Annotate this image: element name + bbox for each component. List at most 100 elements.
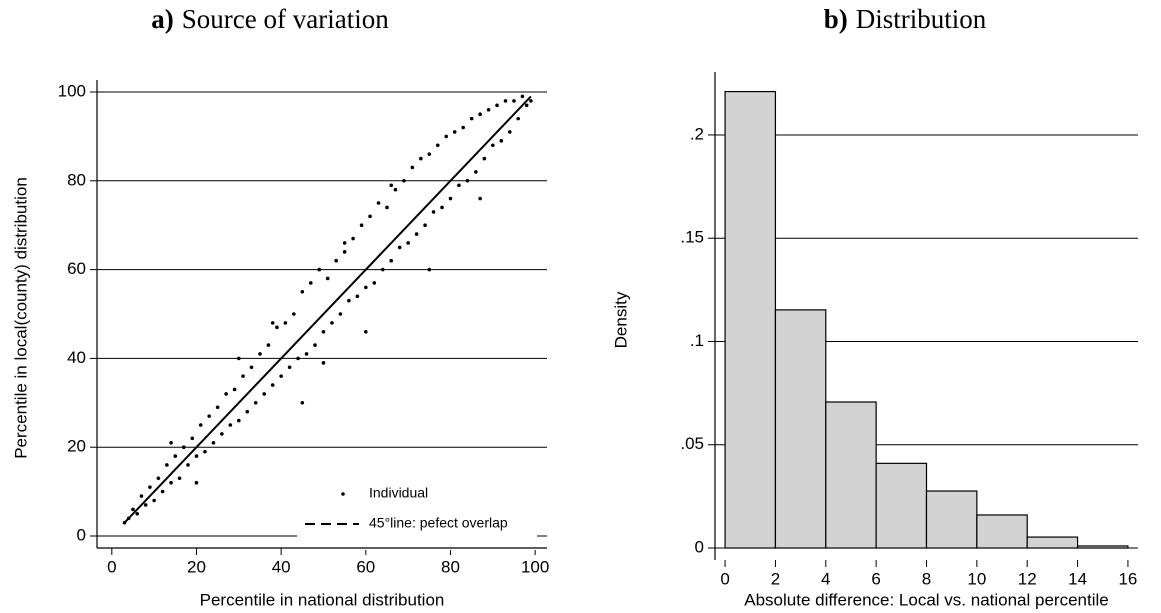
scatter-point xyxy=(156,476,161,481)
scatter-point xyxy=(376,201,381,205)
panel-title: b) Distribution xyxy=(824,4,987,34)
scatter-point xyxy=(414,232,419,236)
scatter-point xyxy=(237,356,241,361)
scatter-point xyxy=(300,290,305,294)
scatter-point xyxy=(444,134,449,139)
legend-label: Individual xyxy=(369,485,428,501)
scatter-point xyxy=(283,321,288,325)
scatter-point xyxy=(177,476,182,481)
scatter-point xyxy=(186,463,190,467)
histogram-bar xyxy=(774,309,827,549)
panel-label: b) xyxy=(824,4,848,34)
scatter-point xyxy=(211,440,216,445)
scatter-point xyxy=(385,205,389,210)
scatter-point xyxy=(474,170,478,174)
scatter-point xyxy=(237,418,241,423)
scatter-point xyxy=(334,258,338,263)
x-tick-label: 6 xyxy=(871,569,880,588)
scatter-point xyxy=(524,103,529,108)
scatter-point xyxy=(347,298,351,303)
histogram-bar xyxy=(1026,536,1079,549)
scatter-point xyxy=(148,485,152,489)
scatter-point xyxy=(198,423,203,427)
y-tick-label: 60 xyxy=(67,259,86,278)
scatter-point xyxy=(512,99,516,103)
scatter-point xyxy=(389,183,394,188)
scatter-point xyxy=(402,178,406,183)
histogram-bar xyxy=(724,90,777,549)
scatter-point xyxy=(435,143,440,148)
x-tick-label: 0 xyxy=(107,557,116,576)
histogram-bar xyxy=(925,490,978,549)
scatter-point xyxy=(139,494,144,498)
scatter-point xyxy=(364,285,368,290)
scatter-point xyxy=(482,156,487,161)
scatter-point xyxy=(364,329,368,334)
scatter-point xyxy=(203,449,207,454)
scatter-point xyxy=(313,343,317,347)
histogram-bar xyxy=(1076,545,1129,549)
scatter-point xyxy=(448,196,453,201)
scatter-point xyxy=(300,401,305,405)
scatter-point xyxy=(486,107,491,112)
scatter-point xyxy=(427,267,432,272)
scatter-point xyxy=(190,436,195,441)
scatter-point xyxy=(469,116,474,121)
reference-line xyxy=(123,95,532,524)
scatter-point xyxy=(397,245,402,250)
scatter-point xyxy=(520,94,525,99)
title-text: Source of variation xyxy=(182,4,389,34)
scatter-point xyxy=(342,250,347,254)
scatter-point xyxy=(308,281,313,285)
y-tick-label: .15 xyxy=(680,228,704,247)
scatter-point xyxy=(215,405,220,410)
scatter-point xyxy=(529,99,533,103)
scatter-point xyxy=(245,409,250,414)
legend-box xyxy=(297,474,537,550)
scatter-point xyxy=(304,352,309,356)
scatter-point xyxy=(194,480,199,485)
scatter-point xyxy=(359,223,364,228)
scatter-point xyxy=(160,489,165,494)
y-tick-label: .1 xyxy=(690,331,704,350)
scatter-point xyxy=(478,112,482,116)
panel-label: a) xyxy=(151,4,174,34)
scatter-point xyxy=(292,312,296,316)
scatter-point xyxy=(452,130,457,134)
scatter-point xyxy=(461,125,465,130)
y-tick-label: .05 xyxy=(680,434,704,453)
legend-label: 45°line: pefect overlap xyxy=(369,515,508,531)
y-tick-label: 40 xyxy=(67,348,86,367)
x-tick-label: 14 xyxy=(1068,569,1087,588)
scatter-point xyxy=(228,423,233,427)
scatter-point xyxy=(169,440,173,445)
scatter-point xyxy=(457,183,461,188)
scatter-point xyxy=(194,454,199,458)
histogram-bar xyxy=(875,462,928,549)
scatter-point xyxy=(249,365,254,370)
x-tick-label: 20 xyxy=(187,557,206,576)
scatter-point xyxy=(423,223,427,228)
scatter-point xyxy=(296,356,300,361)
scatter-point xyxy=(135,512,140,516)
scatter-point xyxy=(342,241,347,245)
scatter-point xyxy=(440,205,444,210)
scatter-point xyxy=(224,392,228,396)
x-tick-label: 4 xyxy=(821,569,830,588)
x-tick-label: 16 xyxy=(1118,569,1137,588)
scatter-point xyxy=(419,156,423,161)
scatter-point xyxy=(270,383,275,387)
scatter-point xyxy=(491,143,495,148)
scatter-point xyxy=(220,432,224,436)
scatter-point xyxy=(507,130,512,134)
scatter-point xyxy=(275,325,279,330)
panel-title: a) Source of variation xyxy=(151,4,389,34)
y-tick-label: 0 xyxy=(77,525,86,544)
scatter-point xyxy=(351,236,355,241)
scatter-point xyxy=(253,401,258,405)
scatter-point xyxy=(173,454,178,458)
y-tick-label: 80 xyxy=(67,170,86,189)
x-tick-label: 40 xyxy=(272,557,291,576)
scatter-point xyxy=(169,480,173,485)
x-axis-label: Percentile in national distribution xyxy=(200,590,445,609)
